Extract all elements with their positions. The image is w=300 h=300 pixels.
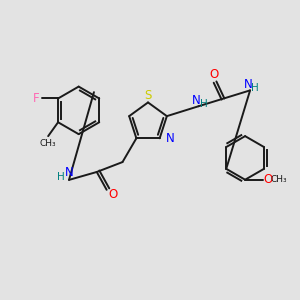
Text: H: H — [200, 99, 207, 109]
Text: F: F — [33, 92, 40, 105]
Text: H: H — [251, 83, 259, 93]
Text: O: O — [108, 188, 117, 201]
Text: N: N — [166, 132, 174, 145]
Text: N: N — [64, 167, 74, 179]
Text: H: H — [57, 172, 65, 182]
Text: CH₃: CH₃ — [40, 139, 56, 148]
Text: N: N — [192, 94, 201, 107]
Text: N: N — [244, 78, 253, 91]
Text: CH₃: CH₃ — [271, 175, 287, 184]
Text: O: O — [210, 68, 219, 81]
Text: S: S — [144, 89, 152, 102]
Text: O: O — [263, 173, 272, 186]
